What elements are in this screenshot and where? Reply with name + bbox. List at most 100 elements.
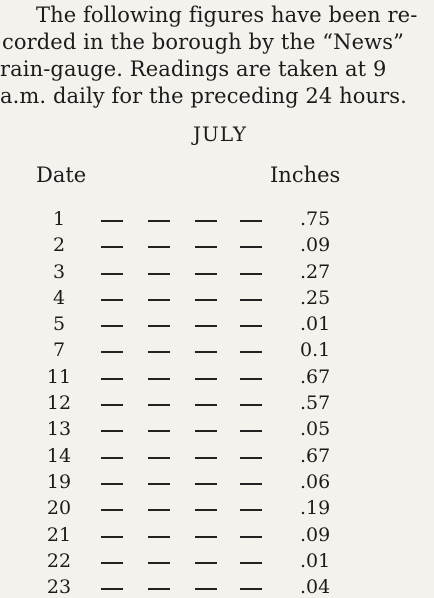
leader-dash xyxy=(148,588,170,591)
table-row: 13.05 xyxy=(0,416,434,442)
leader-dash xyxy=(101,272,123,275)
leader-dash xyxy=(101,298,123,301)
leader-dash xyxy=(148,535,170,538)
leader-dash xyxy=(240,482,262,485)
leader-dash xyxy=(240,272,262,275)
table-row: 7 0.1 xyxy=(0,337,434,363)
leader-dash xyxy=(195,377,217,380)
leader-dash xyxy=(101,509,123,512)
leader-dash xyxy=(240,509,262,512)
inches-cell: .75 xyxy=(300,208,331,230)
table-row: 4.25 xyxy=(0,285,434,311)
date-cell: 13 xyxy=(46,418,72,441)
leader-dash xyxy=(195,404,217,407)
table-row: 3.27 xyxy=(0,259,434,285)
leader-dash xyxy=(148,325,170,328)
table-row: 11.67 xyxy=(0,364,434,390)
leader-dash xyxy=(195,535,217,538)
leader-dash xyxy=(195,430,217,433)
intro-paragraph: The following figures have been re- cord… xyxy=(0,2,434,110)
leader-dash xyxy=(148,561,170,564)
leader-dash xyxy=(148,246,170,249)
leader-dash xyxy=(101,220,123,222)
inches-cell: .09 xyxy=(300,523,331,546)
date-cell: 1 xyxy=(52,208,66,230)
date-cell: 19 xyxy=(46,470,72,493)
leader-dash xyxy=(148,456,170,459)
date-cell: 12 xyxy=(46,392,72,415)
leader-dash xyxy=(101,561,123,564)
leader-dash xyxy=(195,588,217,591)
leader-dash xyxy=(240,404,262,407)
rainfall-table: 1.75 2.09 3.27 4.25 5.01 7 0.1 11.67 12.57 13.05 1… xyxy=(0,206,434,598)
leader-dash xyxy=(101,325,123,328)
intro-line: a.m. daily for the preceding 24 hours. xyxy=(0,84,407,108)
inches-cell: .09 xyxy=(300,234,331,257)
leader-dash xyxy=(101,377,123,380)
leader-dash xyxy=(195,351,217,354)
intro-line: corded in the borough by the “News” xyxy=(2,30,404,54)
leader-dash xyxy=(195,246,217,249)
leader-dash xyxy=(148,272,170,275)
leader-dash xyxy=(148,509,170,512)
table-row: 23.04 xyxy=(0,574,434,598)
table-row: 5.01 xyxy=(0,311,434,337)
leader-dash xyxy=(240,456,262,459)
table-row: 22.01 xyxy=(0,548,434,574)
leader-dash xyxy=(240,298,262,301)
inches-cell: .01 xyxy=(300,313,331,336)
inches-cell: .67 xyxy=(300,365,331,388)
inches-cell: 0.1 xyxy=(300,339,331,362)
leader-dash xyxy=(148,377,170,380)
leader-dash xyxy=(240,220,262,222)
leader-dash xyxy=(195,509,217,512)
leader-dash xyxy=(101,456,123,459)
table-row: 1.75 xyxy=(0,206,434,232)
leader-dash xyxy=(240,377,262,380)
leader-dash xyxy=(148,220,170,222)
leader-dash xyxy=(148,404,170,407)
table-row: 2.09 xyxy=(0,232,434,258)
intro-line: rain-gauge. Readings are taken at 9 xyxy=(0,57,387,81)
table-row: 12.57 xyxy=(0,390,434,416)
leader-dash xyxy=(195,456,217,459)
table-row: 14.67 xyxy=(0,443,434,469)
leader-dash xyxy=(148,351,170,354)
inches-cell: .27 xyxy=(300,260,331,283)
leader-dash xyxy=(101,535,123,538)
inches-cell: .25 xyxy=(300,286,331,309)
leader-dash xyxy=(240,325,262,328)
leader-dash xyxy=(101,351,123,354)
date-cell: 14 xyxy=(46,444,72,467)
leader-dash xyxy=(148,298,170,301)
leader-dash xyxy=(240,561,262,564)
leader-dash xyxy=(101,588,123,591)
leader-dash xyxy=(195,298,217,301)
inches-column-header: Inches xyxy=(270,163,341,187)
inches-cell: .67 xyxy=(300,444,331,467)
leader-dash xyxy=(195,220,217,222)
inches-cell: .04 xyxy=(300,576,331,598)
table-row: 19.06 xyxy=(0,469,434,495)
leader-dash xyxy=(240,246,262,249)
leader-dash xyxy=(240,535,262,538)
inches-cell: .06 xyxy=(300,470,331,493)
leader-dash xyxy=(148,482,170,485)
leader-dash xyxy=(240,430,262,433)
date-cell: 3 xyxy=(52,260,66,283)
inches-cell: .01 xyxy=(300,549,331,572)
date-cell: 11 xyxy=(46,365,72,388)
intro-line: The following figures have been re- xyxy=(36,3,418,27)
date-cell: 23 xyxy=(46,576,72,598)
table-row: 20.19 xyxy=(0,495,434,521)
leader-dash xyxy=(101,246,123,249)
date-cell: 7 xyxy=(52,339,66,362)
date-cell: 4 xyxy=(52,286,66,309)
leader-dash xyxy=(195,561,217,564)
date-cell: 20 xyxy=(46,497,72,520)
leader-dash xyxy=(195,272,217,275)
inches-cell: .19 xyxy=(300,497,331,520)
date-cell: 22 xyxy=(46,549,72,572)
leader-dash xyxy=(240,588,262,591)
